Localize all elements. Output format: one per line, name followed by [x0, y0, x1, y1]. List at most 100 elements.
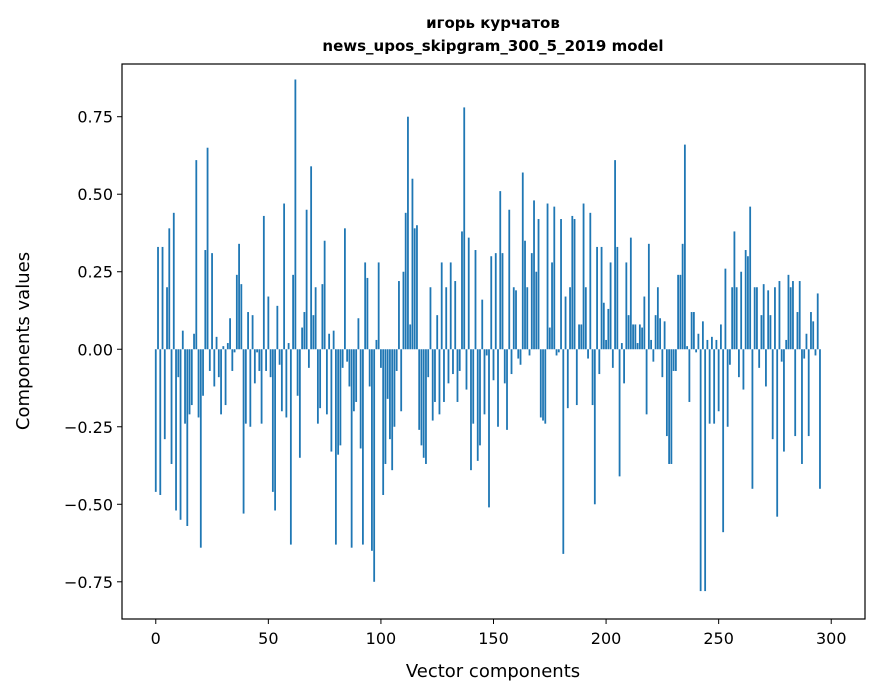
bar: [643, 296, 646, 350]
bar: [485, 349, 488, 356]
bar: [801, 349, 803, 464]
bar: [578, 324, 580, 350]
bar: [328, 333, 331, 350]
bar: [314, 287, 317, 350]
bar: [188, 349, 191, 415]
bar: [389, 349, 391, 440]
bar: [747, 256, 749, 350]
bar: [596, 246, 598, 350]
bar: [749, 206, 752, 350]
bar: [258, 349, 261, 371]
bar: [161, 246, 164, 350]
x-tick-label: 250: [703, 629, 734, 648]
bar: [348, 349, 351, 387]
bar: [533, 200, 535, 350]
bar: [481, 299, 484, 350]
bar: [593, 349, 596, 505]
bar: [177, 349, 180, 378]
bar: [711, 336, 713, 350]
bar: [787, 274, 790, 350]
bar: [510, 349, 513, 375]
bar: [494, 253, 497, 350]
bar: [517, 349, 520, 359]
bar: [564, 296, 567, 350]
bar: [407, 116, 409, 350]
bar: [199, 349, 202, 548]
bar: [771, 349, 774, 440]
bar: [616, 246, 619, 350]
bar: [656, 287, 659, 350]
bar: [353, 349, 355, 412]
x-tick-label: 150: [478, 629, 509, 648]
y-tick-label: 0.00: [77, 340, 113, 359]
bar: [395, 349, 398, 371]
bar: [242, 349, 245, 514]
bar: [731, 287, 734, 350]
bar: [197, 349, 200, 418]
bar: [562, 349, 565, 554]
bar: [704, 349, 707, 592]
bar: [479, 349, 481, 446]
bar: [238, 243, 240, 350]
bar: [674, 349, 677, 371]
bar: [190, 349, 193, 406]
bar: [672, 349, 675, 371]
bar: [497, 349, 499, 427]
bar: [292, 274, 295, 350]
bar: [364, 262, 367, 350]
bar: [683, 144, 686, 350]
bar-series: [154, 79, 821, 592]
bar: [294, 79, 297, 350]
bar: [409, 324, 412, 350]
bar: [580, 324, 583, 350]
bar: [443, 349, 445, 402]
bar: [431, 349, 434, 421]
bar: [634, 324, 637, 350]
bar: [530, 253, 533, 350]
bar: [159, 349, 162, 495]
bar: [701, 321, 704, 350]
bar: [724, 268, 727, 350]
bar: [452, 349, 454, 375]
bar: [544, 349, 547, 424]
bar: [632, 324, 634, 350]
bar: [668, 349, 671, 464]
bar: [373, 349, 376, 582]
bar: [359, 349, 362, 449]
bar: [605, 339, 607, 350]
bar: [722, 349, 725, 533]
bar: [816, 293, 819, 350]
bar: [792, 281, 794, 350]
bar: [600, 246, 603, 350]
bar: [368, 349, 371, 387]
bar: [796, 312, 799, 350]
bar: [652, 349, 655, 362]
bar: [699, 349, 702, 592]
bar: [312, 315, 315, 350]
bar: [384, 349, 387, 464]
bar: [280, 349, 283, 412]
bar: [587, 349, 589, 359]
bar: [805, 333, 808, 350]
bar: [760, 315, 763, 350]
bar: [391, 349, 394, 471]
bar: [715, 339, 718, 350]
bar: [742, 349, 745, 390]
bar: [325, 349, 328, 415]
bar: [458, 349, 461, 371]
bar: [650, 339, 653, 350]
bar: [717, 349, 720, 412]
bar: [483, 349, 486, 415]
bar: [404, 212, 407, 350]
bar: [321, 284, 324, 350]
bar: [181, 330, 184, 350]
bar: [416, 225, 418, 350]
bar: [330, 349, 333, 452]
bar: [271, 349, 274, 492]
bar: [641, 327, 643, 350]
bar: [794, 349, 797, 437]
bar: [283, 203, 286, 350]
bar: [803, 349, 806, 359]
bar: [168, 228, 171, 350]
